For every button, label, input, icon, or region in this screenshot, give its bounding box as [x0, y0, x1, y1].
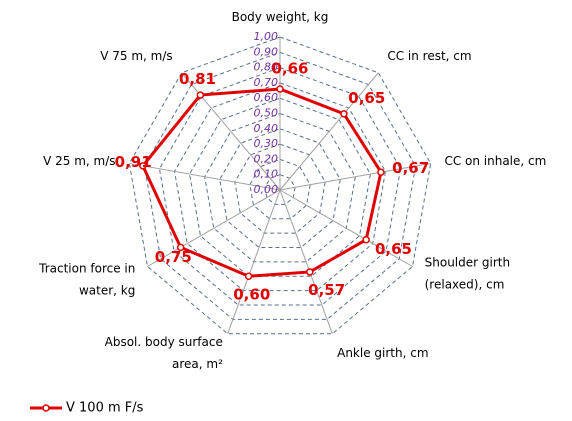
grid-ring — [249, 158, 311, 220]
axis-spoke — [227, 189, 281, 334]
tick-label: 0,30 — [254, 137, 279, 150]
category-label: CC in rest, cm — [387, 49, 471, 63]
axis-spoke — [279, 189, 413, 267]
axis-spoke — [279, 162, 431, 191]
axis-spoke — [279, 72, 379, 191]
grid-ring — [143, 51, 417, 320]
value-label: 0,91 — [115, 153, 152, 171]
value-label: 0,75 — [155, 248, 192, 266]
category-label: Traction force in water, kg — [38, 261, 135, 297]
tick-label: 0,40 — [254, 122, 279, 135]
value-label: 0,65 — [348, 89, 385, 107]
legend-marker — [42, 404, 50, 412]
value-label: 0,67 — [392, 159, 429, 177]
data-point — [276, 85, 284, 93]
axis-spoke — [147, 189, 281, 267]
value-label: 0,65 — [375, 240, 412, 258]
category-label: V 75 m, m/s — [100, 49, 172, 63]
data-point — [377, 168, 385, 176]
axis-spoke — [129, 162, 281, 191]
data-point — [362, 235, 370, 244]
data-point — [244, 272, 253, 281]
tick-label: 0,60 — [254, 91, 279, 104]
tick-label: 0,90 — [254, 45, 279, 58]
category-label: Ankle girth, cm — [337, 345, 428, 359]
grid-ring — [204, 112, 356, 263]
series-line — [141, 87, 383, 278]
data-point — [306, 268, 314, 276]
tick-label: 0,50 — [254, 107, 279, 120]
category-label: Absol. body surface area, m² — [105, 334, 223, 370]
grid-ring — [174, 82, 386, 292]
tick-label: 1,00 — [254, 30, 279, 43]
tick-label: 0,10 — [254, 168, 279, 181]
grid-ring — [128, 36, 432, 335]
data-point — [196, 91, 205, 99]
value-label: 0,60 — [233, 286, 270, 304]
grid-ring — [189, 97, 371, 277]
value-label: 0,81 — [179, 70, 216, 88]
tick-label: 0,80 — [254, 61, 279, 74]
value-label: 0,66 — [271, 60, 308, 78]
data-point — [340, 110, 348, 118]
tick-label: 0,00 — [254, 183, 279, 196]
axis-spoke — [279, 189, 333, 334]
value-label: 0,57 — [308, 281, 345, 299]
grid-ring — [234, 143, 326, 234]
tick-label: 0,70 — [254, 76, 279, 89]
category-label: CC on inhale, cm — [444, 154, 546, 168]
grid-ring — [264, 174, 296, 205]
category-label: V 25 m, m/s — [43, 154, 115, 168]
category-label: Shoulder girth (relaxed), cm — [425, 255, 510, 291]
data-point — [176, 243, 185, 252]
legend-label: V 100 m F/s — [66, 401, 144, 416]
category-label: Body weight, kg — [232, 10, 329, 24]
data-point — [139, 162, 147, 170]
tick-label: 0,20 — [254, 152, 279, 165]
